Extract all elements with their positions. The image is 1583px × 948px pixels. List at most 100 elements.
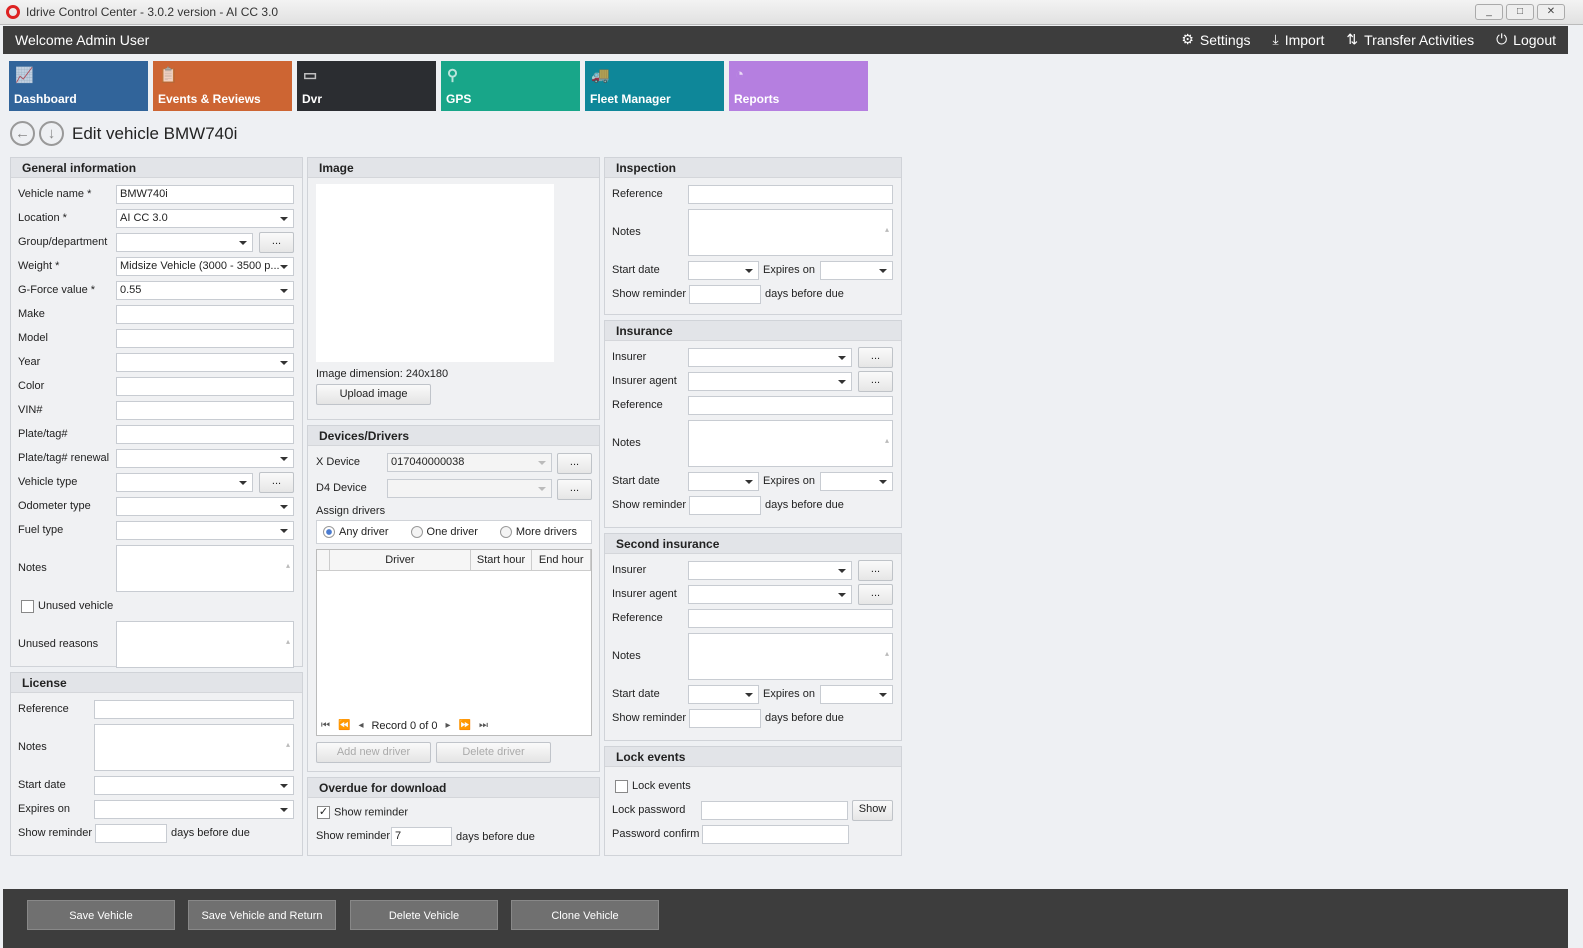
insurer-select[interactable] [688, 560, 852, 580]
location-select[interactable]: AI CC 3.0 [116, 208, 294, 228]
year-select[interactable] [116, 352, 294, 372]
group-department-more-button[interactable]: ... [259, 231, 294, 253]
column-header-end-hour[interactable]: End hour [532, 550, 591, 570]
d4-device-more-button[interactable]: ... [557, 479, 592, 500]
vin-input[interactable] [116, 400, 294, 420]
reference-input[interactable] [688, 184, 893, 204]
form-row: Insurer agent... [612, 369, 893, 393]
add-new-driver-button[interactable]: Add new driver [316, 742, 431, 763]
g-force-value-select[interactable]: 0.55 [116, 280, 294, 300]
insurer-select[interactable] [688, 347, 852, 367]
form-row: Unused vehicle [18, 594, 294, 618]
expires-on-select[interactable] [819, 684, 893, 704]
start-date-select[interactable] [688, 684, 759, 704]
reminder-days-input[interactable] [688, 708, 761, 728]
start-date-select[interactable] [94, 775, 294, 795]
x-device-more-button[interactable]: ... [557, 453, 592, 474]
insurer-agent-more-button[interactable]: ... [858, 583, 893, 605]
maximize-button[interactable]: □ [1506, 4, 1534, 20]
unused-vehicle-checkbox[interactable]: Unused vehicle [21, 599, 113, 613]
next-page-icon[interactable]: ⏩ [458, 720, 472, 731]
x-device-select[interactable]: 017040000038 [387, 453, 552, 472]
start-date-select[interactable] [688, 260, 759, 280]
reminder-days-input[interactable]: 7 [391, 827, 452, 846]
start-date-select[interactable] [688, 471, 759, 491]
delete-driver-button[interactable]: Delete driver [436, 742, 551, 763]
model-input[interactable] [116, 328, 294, 348]
close-button[interactable]: ✕ [1537, 4, 1565, 20]
settings-button[interactable]: ⚙ Settings [1181, 31, 1250, 48]
d4-device-select[interactable] [387, 479, 552, 498]
insurer-agent-more-button[interactable]: ... [858, 370, 893, 392]
upload-image-button[interactable]: Upload image [316, 384, 431, 405]
transfer-activities-button[interactable]: ⇅ Transfer Activities [1346, 31, 1474, 48]
down-arrow-icon[interactable]: ↓ [39, 121, 64, 146]
notes-textarea[interactable] [688, 632, 893, 680]
lock-password-input[interactable] [701, 800, 848, 820]
password-confirm-input[interactable] [702, 824, 850, 844]
notes-textarea[interactable] [116, 544, 294, 592]
form-row: Insurer agent... [612, 582, 893, 606]
plate-tag-input[interactable] [116, 424, 294, 444]
color-input[interactable] [116, 376, 294, 396]
plate-tag-renewal-select[interactable] [116, 448, 294, 468]
tile-fleet-manager[interactable]: 🚚 Fleet Manager [585, 61, 724, 111]
weight-select[interactable]: Midsize Vehicle (3000 - 3500 p... [116, 256, 294, 276]
vehicle-type-select[interactable] [116, 472, 253, 492]
back-arrow-icon[interactable]: ← [10, 121, 35, 146]
expires-on-select[interactable] [819, 260, 893, 280]
reference-input[interactable] [688, 395, 893, 415]
vehicle-name-label: Vehicle name * [18, 188, 92, 200]
lock-events-checkbox[interactable]: Lock events [615, 779, 691, 793]
radio-more-drivers[interactable]: More drivers [499, 526, 577, 538]
tile-gps[interactable]: ⚲ GPS [441, 61, 580, 111]
insurer-more-button[interactable]: ... [858, 559, 893, 581]
tile-events-reviews[interactable]: 📋 Events & Reviews [153, 61, 292, 111]
lock-password-show-button[interactable]: Show [852, 799, 893, 821]
tile-reports[interactable]: ◔ Reports [729, 61, 868, 111]
notes-textarea[interactable] [94, 723, 294, 771]
reference-input[interactable] [688, 608, 893, 628]
notes-textarea[interactable] [688, 208, 893, 256]
unused-reasons-textarea[interactable] [116, 620, 294, 668]
group-department-select[interactable] [116, 232, 253, 252]
reference-input[interactable] [94, 699, 294, 719]
odometer-type-select[interactable] [116, 496, 294, 516]
radio-label: Any driver [339, 526, 389, 538]
reminder-days-input[interactable] [688, 284, 761, 304]
insurer-agent-select[interactable] [688, 371, 852, 391]
expires-on-select[interactable] [819, 471, 893, 491]
vehicle-type-more-button[interactable]: ... [259, 471, 294, 493]
column-header-start-hour[interactable]: Start hour [471, 550, 533, 570]
fuel-type-select[interactable] [116, 520, 294, 540]
expires-on-select[interactable] [94, 799, 294, 819]
notes-textarea[interactable] [688, 419, 893, 467]
last-record-icon[interactable]: ⏭ [479, 720, 489, 731]
import-label: Import [1284, 31, 1325, 48]
clone-vehicle-button[interactable]: Clone Vehicle [511, 900, 659, 930]
make-input[interactable] [116, 304, 294, 324]
tile-dashboard[interactable]: 📈 Dashboard [9, 61, 148, 111]
show-reminder-checkbox[interactable]: ✓ Show reminder [317, 806, 408, 819]
delete-vehicle-button[interactable]: Delete Vehicle [350, 900, 498, 930]
save-vehicle-button[interactable]: Save Vehicle [27, 900, 175, 930]
radio-one-driver[interactable]: One driver [410, 526, 478, 538]
insurer-agent-select[interactable] [688, 584, 852, 604]
prev-page-icon[interactable]: ⏪ [338, 720, 351, 731]
logout-button[interactable]: ⏻ Logout [1496, 31, 1556, 48]
insurer-more-button[interactable]: ... [858, 346, 893, 368]
save-vehicle-and-return-button[interactable]: Save Vehicle and Return [188, 900, 336, 930]
first-record-icon[interactable]: ⏮ [321, 720, 330, 731]
minimize-button[interactable]: _ [1475, 4, 1503, 20]
radio-any-driver[interactable]: Any driver [323, 526, 389, 538]
form-row: Notes [612, 630, 893, 682]
vehicle-name-input[interactable]: BMW740i [116, 184, 294, 204]
import-button[interactable]: ⤓ Import [1273, 31, 1325, 48]
reminder-days-input[interactable] [94, 823, 167, 843]
prev-record-icon[interactable]: ◂ [358, 720, 364, 731]
tile-dvr[interactable]: ▭ Dvr [297, 61, 436, 111]
panel-title: Overdue for download [308, 778, 599, 798]
reminder-days-input[interactable] [688, 495, 761, 515]
column-header-driver[interactable]: Driver [330, 550, 471, 570]
next-record-icon[interactable]: ▸ [445, 720, 451, 731]
